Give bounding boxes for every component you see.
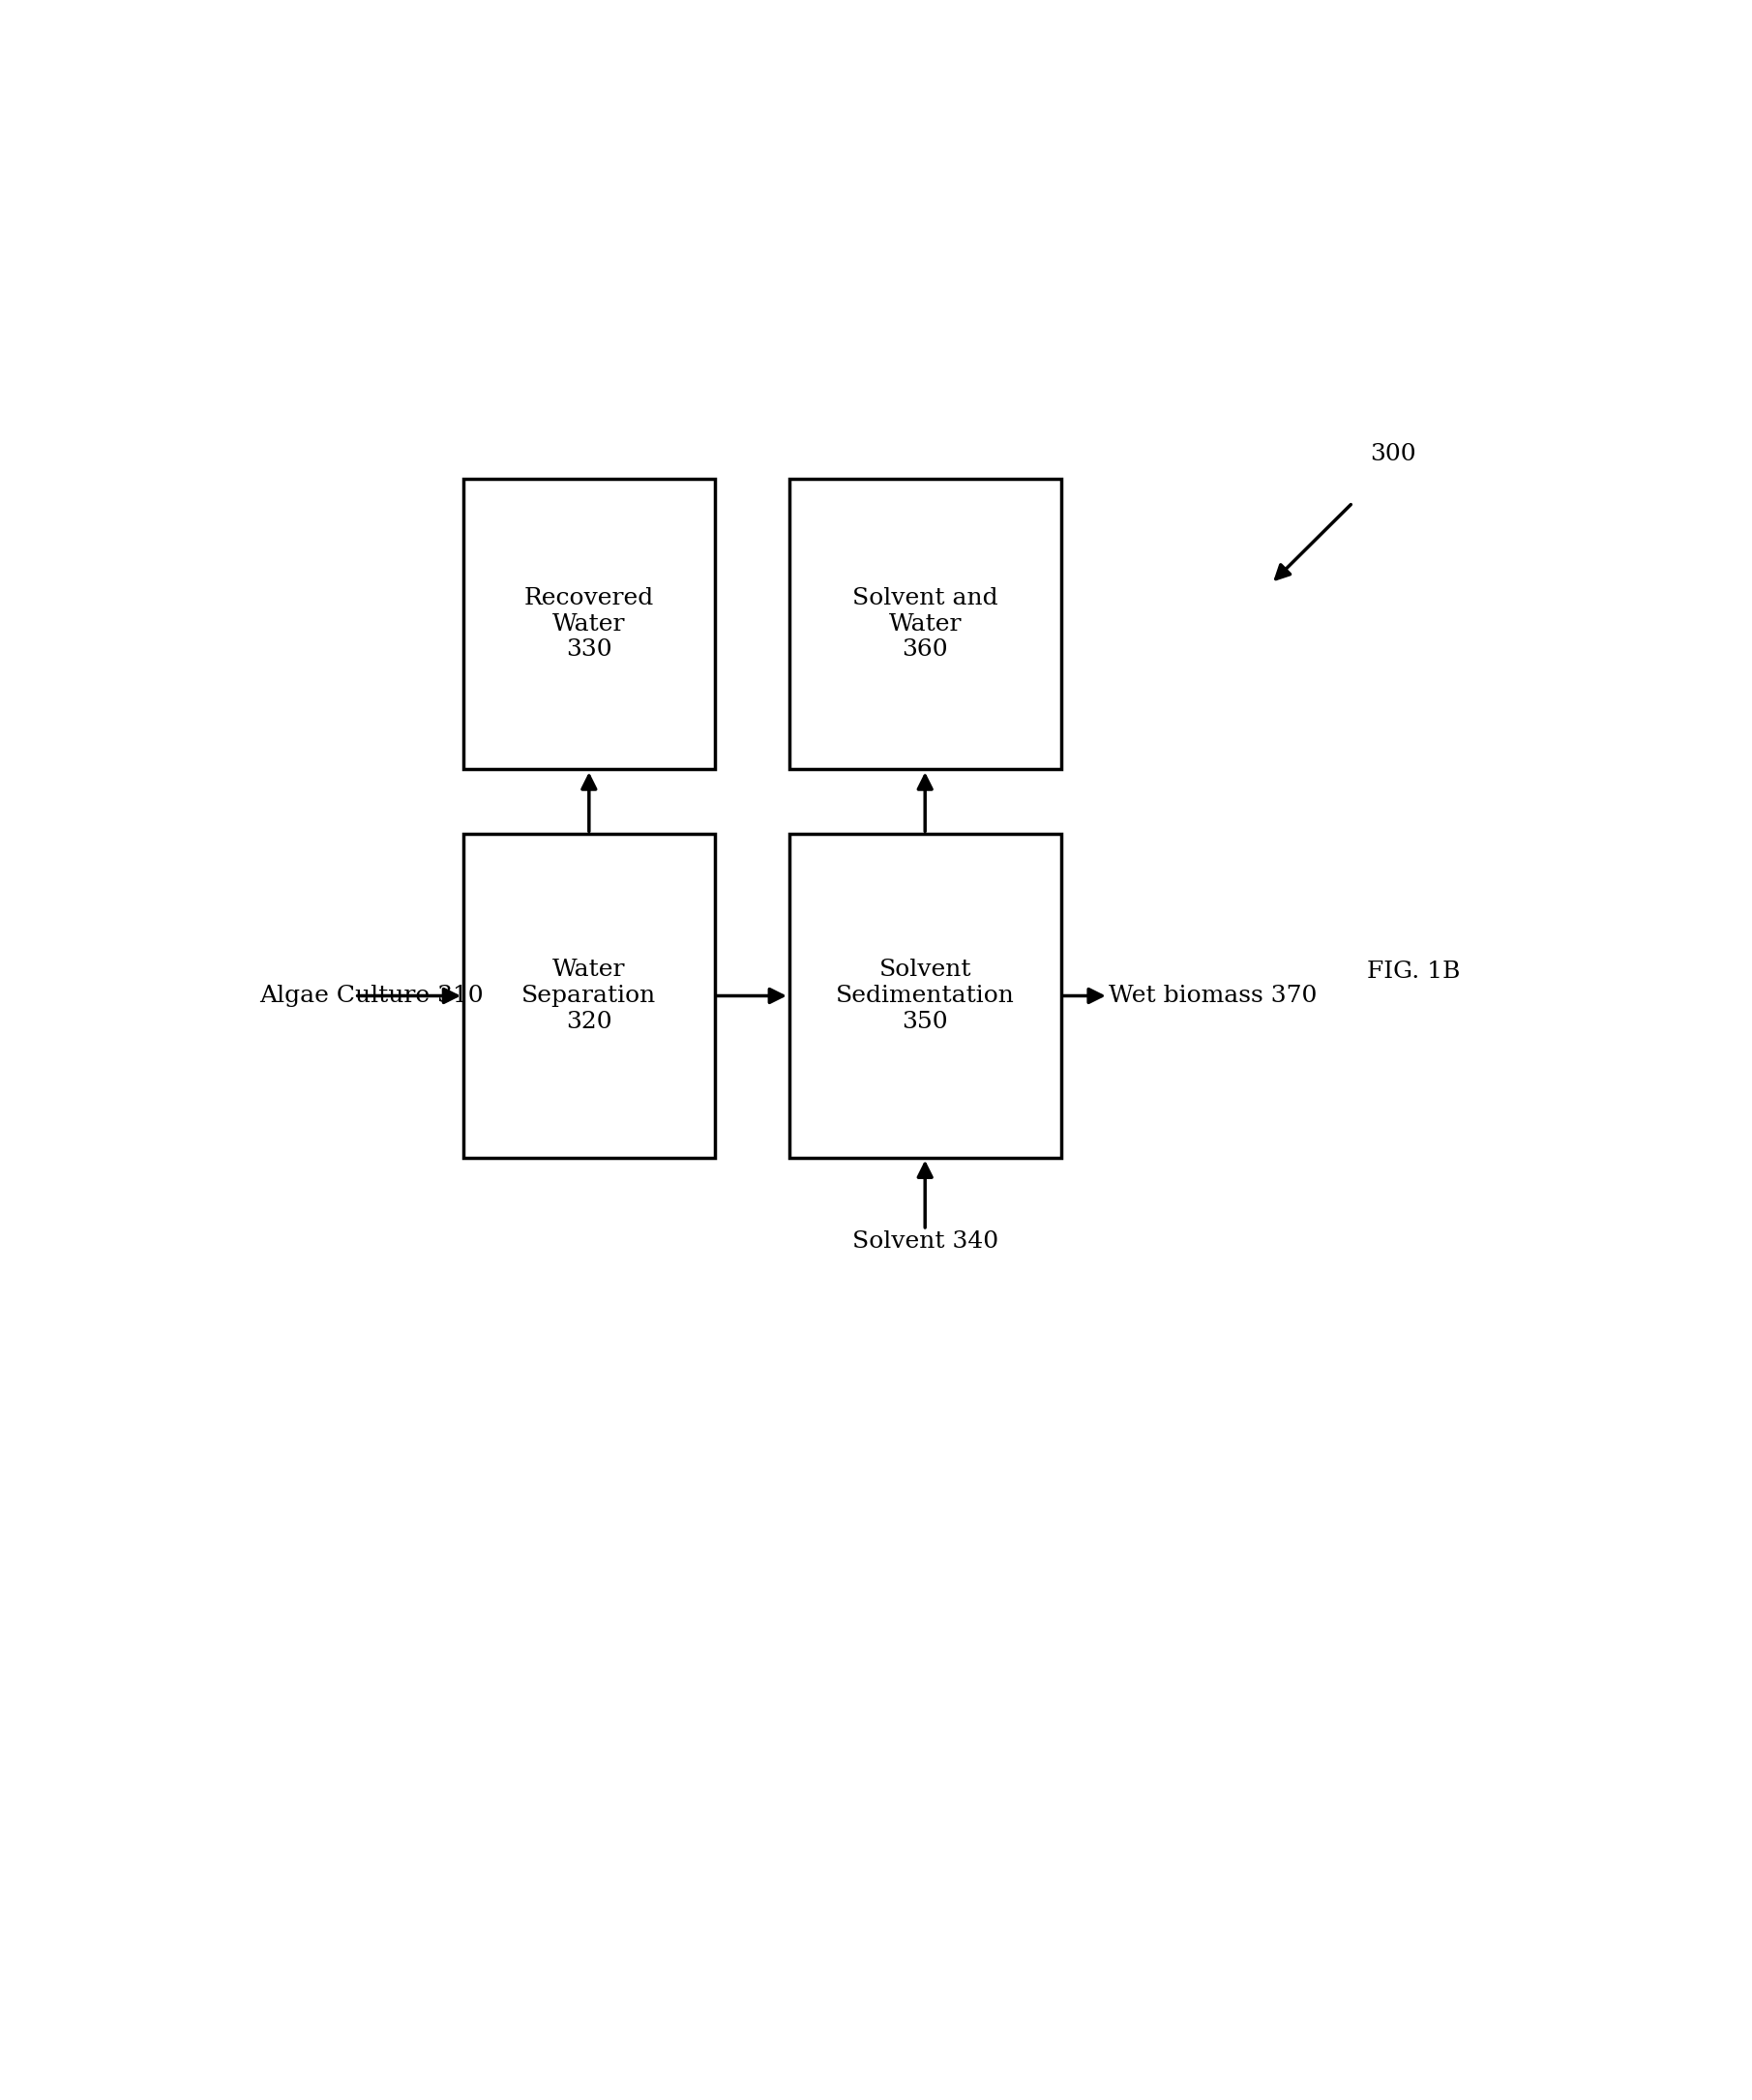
Text: Algae Culture 310: Algae Culture 310 xyxy=(259,985,484,1006)
Text: Recovered
Water
330: Recovered Water 330 xyxy=(524,588,653,662)
Text: 300: 300 xyxy=(1370,443,1417,466)
FancyBboxPatch shape xyxy=(790,834,1062,1157)
Text: Wet biomass 370: Wet biomass 370 xyxy=(1109,985,1318,1006)
FancyBboxPatch shape xyxy=(463,479,715,769)
Text: Solvent
Sedimentation
350: Solvent Sedimentation 350 xyxy=(836,960,1014,1033)
FancyBboxPatch shape xyxy=(790,479,1062,769)
Text: Solvent 340: Solvent 340 xyxy=(851,1231,999,1252)
Text: Water
Separation
320: Water Separation 320 xyxy=(522,960,657,1033)
Text: Solvent and
Water
360: Solvent and Water 360 xyxy=(851,588,999,662)
Text: FIG. 1B: FIG. 1B xyxy=(1367,960,1461,983)
FancyBboxPatch shape xyxy=(463,834,715,1157)
